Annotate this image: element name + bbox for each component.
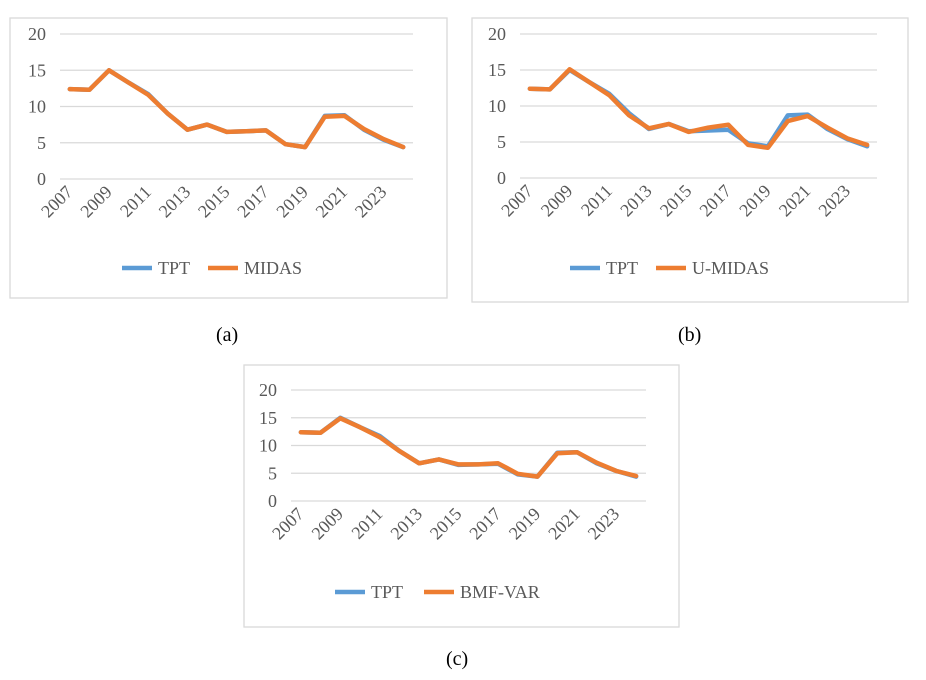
y-tick-label: 5: [37, 133, 46, 153]
y-tick-label: 10: [28, 97, 46, 117]
legend-label: TPT: [371, 582, 403, 602]
series-line-u-midas: [527, 67, 870, 151]
chart-border: [243, 364, 680, 628]
y-tick-label: 0: [497, 168, 506, 188]
y-tick-label: 5: [497, 132, 506, 152]
y-tick-label: 15: [259, 408, 277, 428]
y-tick-label: 5: [268, 463, 277, 483]
caption-c: (c): [446, 648, 469, 670]
caption-b: (b): [678, 324, 702, 346]
series-line-midas: [67, 68, 406, 150]
y-tick-label: 20: [28, 24, 46, 44]
y-tick-label: 15: [488, 60, 506, 80]
y-tick-label: 20: [259, 380, 277, 400]
legend-label: U-MIDAS: [692, 258, 769, 278]
legend-label: TPT: [158, 258, 190, 278]
legend-label: BMF-VAR: [460, 582, 540, 602]
y-tick-label: 20: [488, 24, 506, 44]
caption-a: (a): [216, 324, 239, 346]
y-tick-label: 10: [488, 96, 506, 116]
y-tick-label: 15: [28, 60, 46, 80]
series-line-bmf-var: [298, 416, 639, 479]
y-tick-label: 10: [259, 436, 277, 456]
chart-border: [471, 17, 909, 303]
legend-label: MIDAS: [244, 258, 302, 278]
y-tick-label: 0: [268, 491, 277, 511]
y-tick-label: 0: [37, 169, 46, 189]
chart-border: [9, 17, 448, 299]
legend-label: TPT: [606, 258, 638, 278]
